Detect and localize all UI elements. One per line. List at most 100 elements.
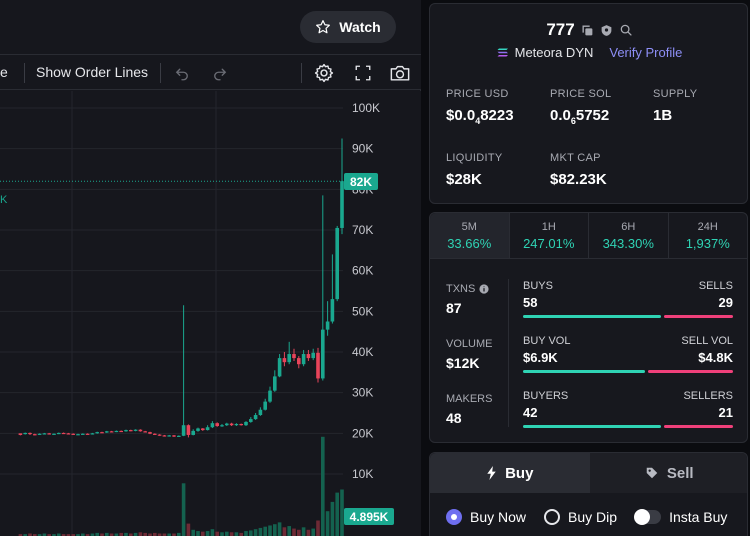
buy-bar	[523, 425, 662, 428]
candle-body	[210, 423, 215, 428]
volume-bar	[143, 532, 147, 536]
candle-body	[85, 433, 90, 435]
candle-body	[316, 352, 320, 379]
split-left-value: 42	[523, 405, 538, 420]
candle-body	[325, 321, 330, 330]
candle-body	[253, 415, 258, 420]
volume-bar	[306, 529, 311, 536]
current-volume-badge: 4.895K	[344, 508, 394, 525]
split-ratio-bar	[523, 315, 733, 318]
insta-buy-label[interactable]: Insta Buy	[669, 509, 728, 525]
candle-body	[119, 430, 123, 433]
show-order-lines-button[interactable]: Show Order Lines	[36, 64, 149, 80]
search-icon[interactable]	[619, 23, 633, 37]
buy-dip-radio[interactable]	[544, 509, 561, 525]
split-right-value: 29	[718, 295, 733, 310]
tab-sell[interactable]: Sell	[589, 453, 747, 493]
volume-bar	[18, 534, 23, 536]
volume-bar	[201, 531, 205, 536]
undo-icon[interactable]	[171, 62, 193, 84]
buy-options: Buy Now Buy Dip Insta Buy	[446, 509, 727, 525]
chart-left-edge-label: K	[0, 194, 8, 206]
toolbar-divider	[301, 63, 302, 83]
tab-1h[interactable]: 1H 247.01%	[510, 213, 589, 258]
insta-buy-toggle[interactable]	[634, 509, 662, 525]
sell-bar	[648, 370, 733, 373]
volume-bar	[181, 483, 186, 536]
split-right-value: 21	[718, 405, 733, 420]
volume-bar	[225, 531, 229, 536]
info-icon[interactable]	[479, 284, 489, 294]
candle-body	[42, 433, 47, 435]
split-left-label: BUY VOL	[523, 335, 571, 347]
candle-body	[268, 390, 272, 402]
fullscreen-icon[interactable]	[352, 62, 374, 84]
candle-body	[292, 354, 296, 359]
split-right-label: SELL VOL	[681, 335, 733, 347]
candle-body	[47, 433, 51, 435]
metric-txns: TXNS 87	[446, 283, 489, 316]
price-chart[interactable]: 100K90K80K70K60K50K40K30K20K10K K 82K 4.…	[0, 91, 421, 536]
candle-body	[234, 423, 239, 426]
stat-value: $28K	[446, 171, 482, 188]
star-icon	[316, 20, 331, 34]
volume-bar	[330, 501, 335, 536]
volume-bar	[301, 527, 306, 536]
tab-buy-label: Buy	[505, 464, 534, 482]
candle-body	[282, 358, 287, 363]
volume-bar	[268, 525, 272, 536]
split-left-label: BUYS	[523, 280, 553, 292]
y-tick-label: 70K	[352, 223, 373, 237]
metric-label: VOLUME	[446, 338, 493, 350]
buy-now-radio[interactable]	[446, 509, 462, 525]
chart-canvas[interactable]: 100K90K80K70K60K50K40K30K20K10K	[0, 91, 421, 536]
tag-icon	[646, 467, 658, 479]
buy-now-label[interactable]: Buy Now	[470, 509, 527, 525]
candle-body	[306, 354, 311, 359]
candle-body	[23, 432, 27, 435]
candle-body	[249, 419, 253, 422]
tab-24h[interactable]: 24H 1,937%	[669, 213, 748, 258]
candle-body	[205, 427, 210, 431]
split-left-value: 58	[523, 295, 538, 310]
tab-6h[interactable]: 6H 343.30%	[589, 213, 669, 258]
candle-body	[244, 421, 248, 426]
watch-button[interactable]: Watch	[300, 11, 396, 43]
toolbar-partial-item[interactable]: e	[0, 64, 8, 80]
timeframe-change: 247.01%	[523, 235, 575, 251]
chart-panel: Watch e Show Order Lines	[0, 0, 421, 536]
tab-5m[interactable]: 5M 33.66%	[430, 213, 510, 258]
lightning-icon	[487, 466, 496, 480]
candle-body	[263, 401, 267, 410]
candle-body	[109, 431, 114, 433]
camera-icon[interactable]	[389, 62, 411, 84]
split-volume: BUY VOL SELL VOL $6.9K $4.8K	[523, 335, 733, 373]
volume-bar	[325, 511, 330, 536]
copy-icon[interactable]	[581, 24, 594, 37]
shield-icon[interactable]	[600, 24, 613, 37]
buy-dip-label[interactable]: Buy Dip	[568, 509, 618, 525]
candle-body	[287, 354, 291, 363]
redo-icon[interactable]	[209, 62, 231, 84]
candle-body	[297, 358, 301, 365]
volume-bar	[148, 533, 152, 536]
candle-body	[229, 423, 234, 426]
candle-body	[273, 376, 277, 391]
volume-bar	[292, 528, 296, 536]
volume-bar	[273, 524, 277, 536]
volume-bar	[23, 534, 27, 536]
trade-tabs: Buy Sell	[430, 453, 747, 493]
tab-buy[interactable]: Buy	[430, 453, 590, 493]
gear-icon[interactable]	[313, 62, 335, 84]
split-ratio-bar	[523, 370, 733, 373]
volume-bar	[321, 436, 325, 536]
volume-bar	[133, 532, 138, 536]
volume-bar	[297, 529, 301, 536]
y-tick-label: 50K	[352, 304, 373, 318]
metric-value: 48	[446, 410, 462, 426]
timeframe-tabs: 5M 33.66% 1H 247.01% 6H 343.30% 24H 1,93…	[430, 213, 747, 259]
verify-profile-link[interactable]: Verify Profile	[609, 45, 683, 60]
volume-bar	[129, 533, 133, 536]
stat-market-cap: MKT CAP $82.23K	[550, 152, 607, 188]
candle-body	[76, 434, 80, 436]
